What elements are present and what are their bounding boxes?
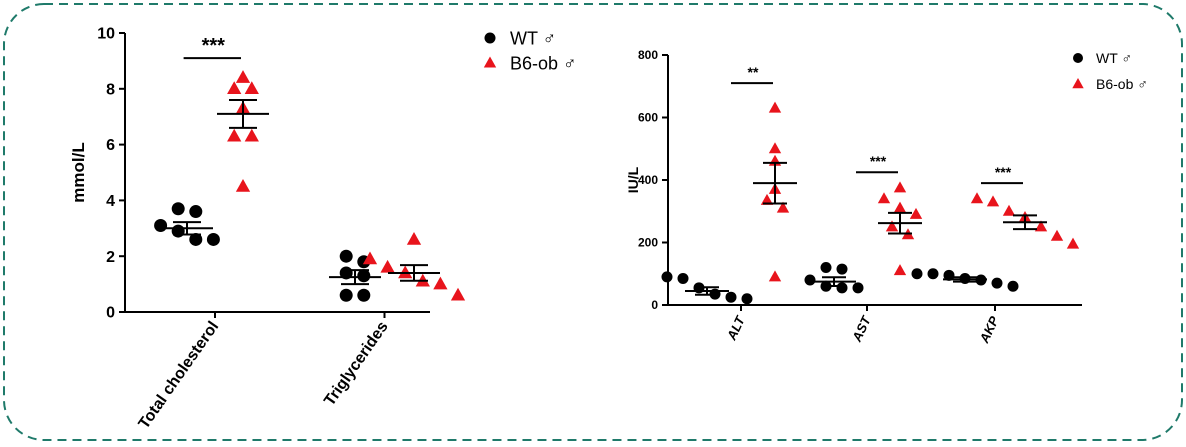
data-point-ob xyxy=(244,81,259,95)
legend-ob-marker xyxy=(1072,78,1084,89)
data-point-ob xyxy=(970,192,984,204)
data-point-ob xyxy=(235,70,251,83)
y-tick-label: 0 xyxy=(651,298,658,312)
legend-wt-label: WT ♂ xyxy=(510,28,556,48)
data-point-wt xyxy=(836,282,848,294)
data-point-ob xyxy=(893,264,907,276)
data-point-wt xyxy=(943,269,955,281)
data-point-ob xyxy=(893,201,907,213)
significance-label: *** xyxy=(995,164,1012,180)
data-point-ob xyxy=(406,231,422,245)
y-tick-label: 600 xyxy=(638,111,658,125)
data-point-wt xyxy=(927,268,939,280)
data-point-ob xyxy=(398,265,413,279)
x-category-label: AST xyxy=(849,313,874,345)
significance-label: *** xyxy=(202,35,226,57)
enzyme-chart-y-ticks: 0 200 400 600 800 xyxy=(638,48,668,312)
lipid-chart-y-label: mmol/L xyxy=(69,142,88,202)
data-point-ob xyxy=(227,81,242,95)
data-point-ob xyxy=(433,276,448,290)
x-category-label: Triglycerides xyxy=(321,318,392,409)
y-tick-label: 800 xyxy=(638,48,658,62)
legend-ob-label: B6-ob ♂ xyxy=(1096,76,1148,92)
data-point-ob xyxy=(1002,204,1016,216)
data-point-ob xyxy=(909,207,923,219)
legend-ob-label: B6-ob ♂ xyxy=(510,53,577,73)
significance-label: *** xyxy=(870,153,887,169)
data-point-ob xyxy=(877,192,891,204)
lipid-chart-x-categories: Total cholesterol Triglycerides xyxy=(136,312,392,432)
data-point-wt xyxy=(339,288,353,302)
enzyme-chart-y-label: IU/L xyxy=(625,166,641,193)
data-point-wt xyxy=(836,263,848,275)
data-point-wt xyxy=(171,202,185,216)
lipid-chart: *** 0 2 4 6 8 10 Total cholesterol Triglycerid… xyxy=(69,26,577,433)
data-point-ob xyxy=(768,142,782,154)
y-tick-label: 6 xyxy=(106,137,115,154)
y-tick-label: 10 xyxy=(97,26,115,43)
data-point-wt xyxy=(339,249,353,263)
data-point-wt xyxy=(189,205,203,219)
legend-ob-marker xyxy=(483,56,497,68)
y-tick-label: 400 xyxy=(638,173,658,187)
lipid-chart-legend: WT ♂ B6-ob ♂ xyxy=(483,28,577,73)
x-category-label: AKP xyxy=(976,314,1002,346)
data-point-ob xyxy=(380,259,395,273)
data-point-ob xyxy=(986,195,1000,207)
data-point-ob xyxy=(450,287,466,301)
enzyme-chart-marks: ******** xyxy=(661,55,1082,306)
significance-label: ** xyxy=(748,64,759,80)
legend-wt-marker xyxy=(1073,53,1083,63)
data-point-wt xyxy=(357,288,371,302)
data-point-wt xyxy=(171,224,185,238)
data-point-wt xyxy=(206,232,220,246)
data-point-ob xyxy=(776,201,790,213)
data-point-wt xyxy=(154,219,168,233)
data-point-wt xyxy=(804,274,816,286)
data-point-wt xyxy=(820,262,832,273)
lipid-chart-marks: *** xyxy=(124,33,466,313)
y-tick-label: 4 xyxy=(106,193,115,210)
data-point-wt xyxy=(911,268,923,280)
enzyme-chart-x-categories: ALT AST AKP xyxy=(723,305,1002,346)
y-tick-label: 2 xyxy=(106,249,115,266)
dashed-border xyxy=(3,3,1183,441)
data-point-wt xyxy=(1007,280,1019,292)
data-point-wt xyxy=(677,272,689,284)
data-point-wt xyxy=(991,277,1003,289)
x-category-label: ALT xyxy=(723,313,748,343)
legend-wt-marker xyxy=(484,32,496,44)
data-point-wt xyxy=(661,271,673,283)
data-point-ob xyxy=(227,128,242,142)
data-point-ob xyxy=(1066,237,1080,249)
y-tick-label: 0 xyxy=(106,305,115,322)
data-point-ob xyxy=(768,270,782,282)
data-point-ob xyxy=(768,101,782,113)
data-point-ob xyxy=(1034,220,1048,232)
data-point-wt xyxy=(189,232,203,246)
enzyme-chart-legend: WT ♂ B6-ob ♂ xyxy=(1072,50,1148,92)
legend-wt-label: WT ♂ xyxy=(1096,50,1132,66)
data-point-wt xyxy=(725,291,737,303)
data-point-wt xyxy=(357,269,371,283)
y-tick-label: 200 xyxy=(638,236,658,250)
data-point-ob xyxy=(893,181,907,193)
y-tick-label: 8 xyxy=(106,81,115,98)
data-point-ob xyxy=(1050,229,1064,241)
data-point-ob xyxy=(362,251,378,265)
data-point-wt xyxy=(741,293,753,305)
data-point-ob xyxy=(235,178,251,192)
data-point-wt xyxy=(852,282,864,294)
x-category-label: Total cholesterol xyxy=(136,319,223,433)
data-point-ob xyxy=(885,220,899,232)
data-point-ob xyxy=(760,193,774,205)
data-point-ob xyxy=(244,128,259,142)
lipid-chart-y-ticks: 0 2 4 6 8 10 xyxy=(97,26,125,322)
